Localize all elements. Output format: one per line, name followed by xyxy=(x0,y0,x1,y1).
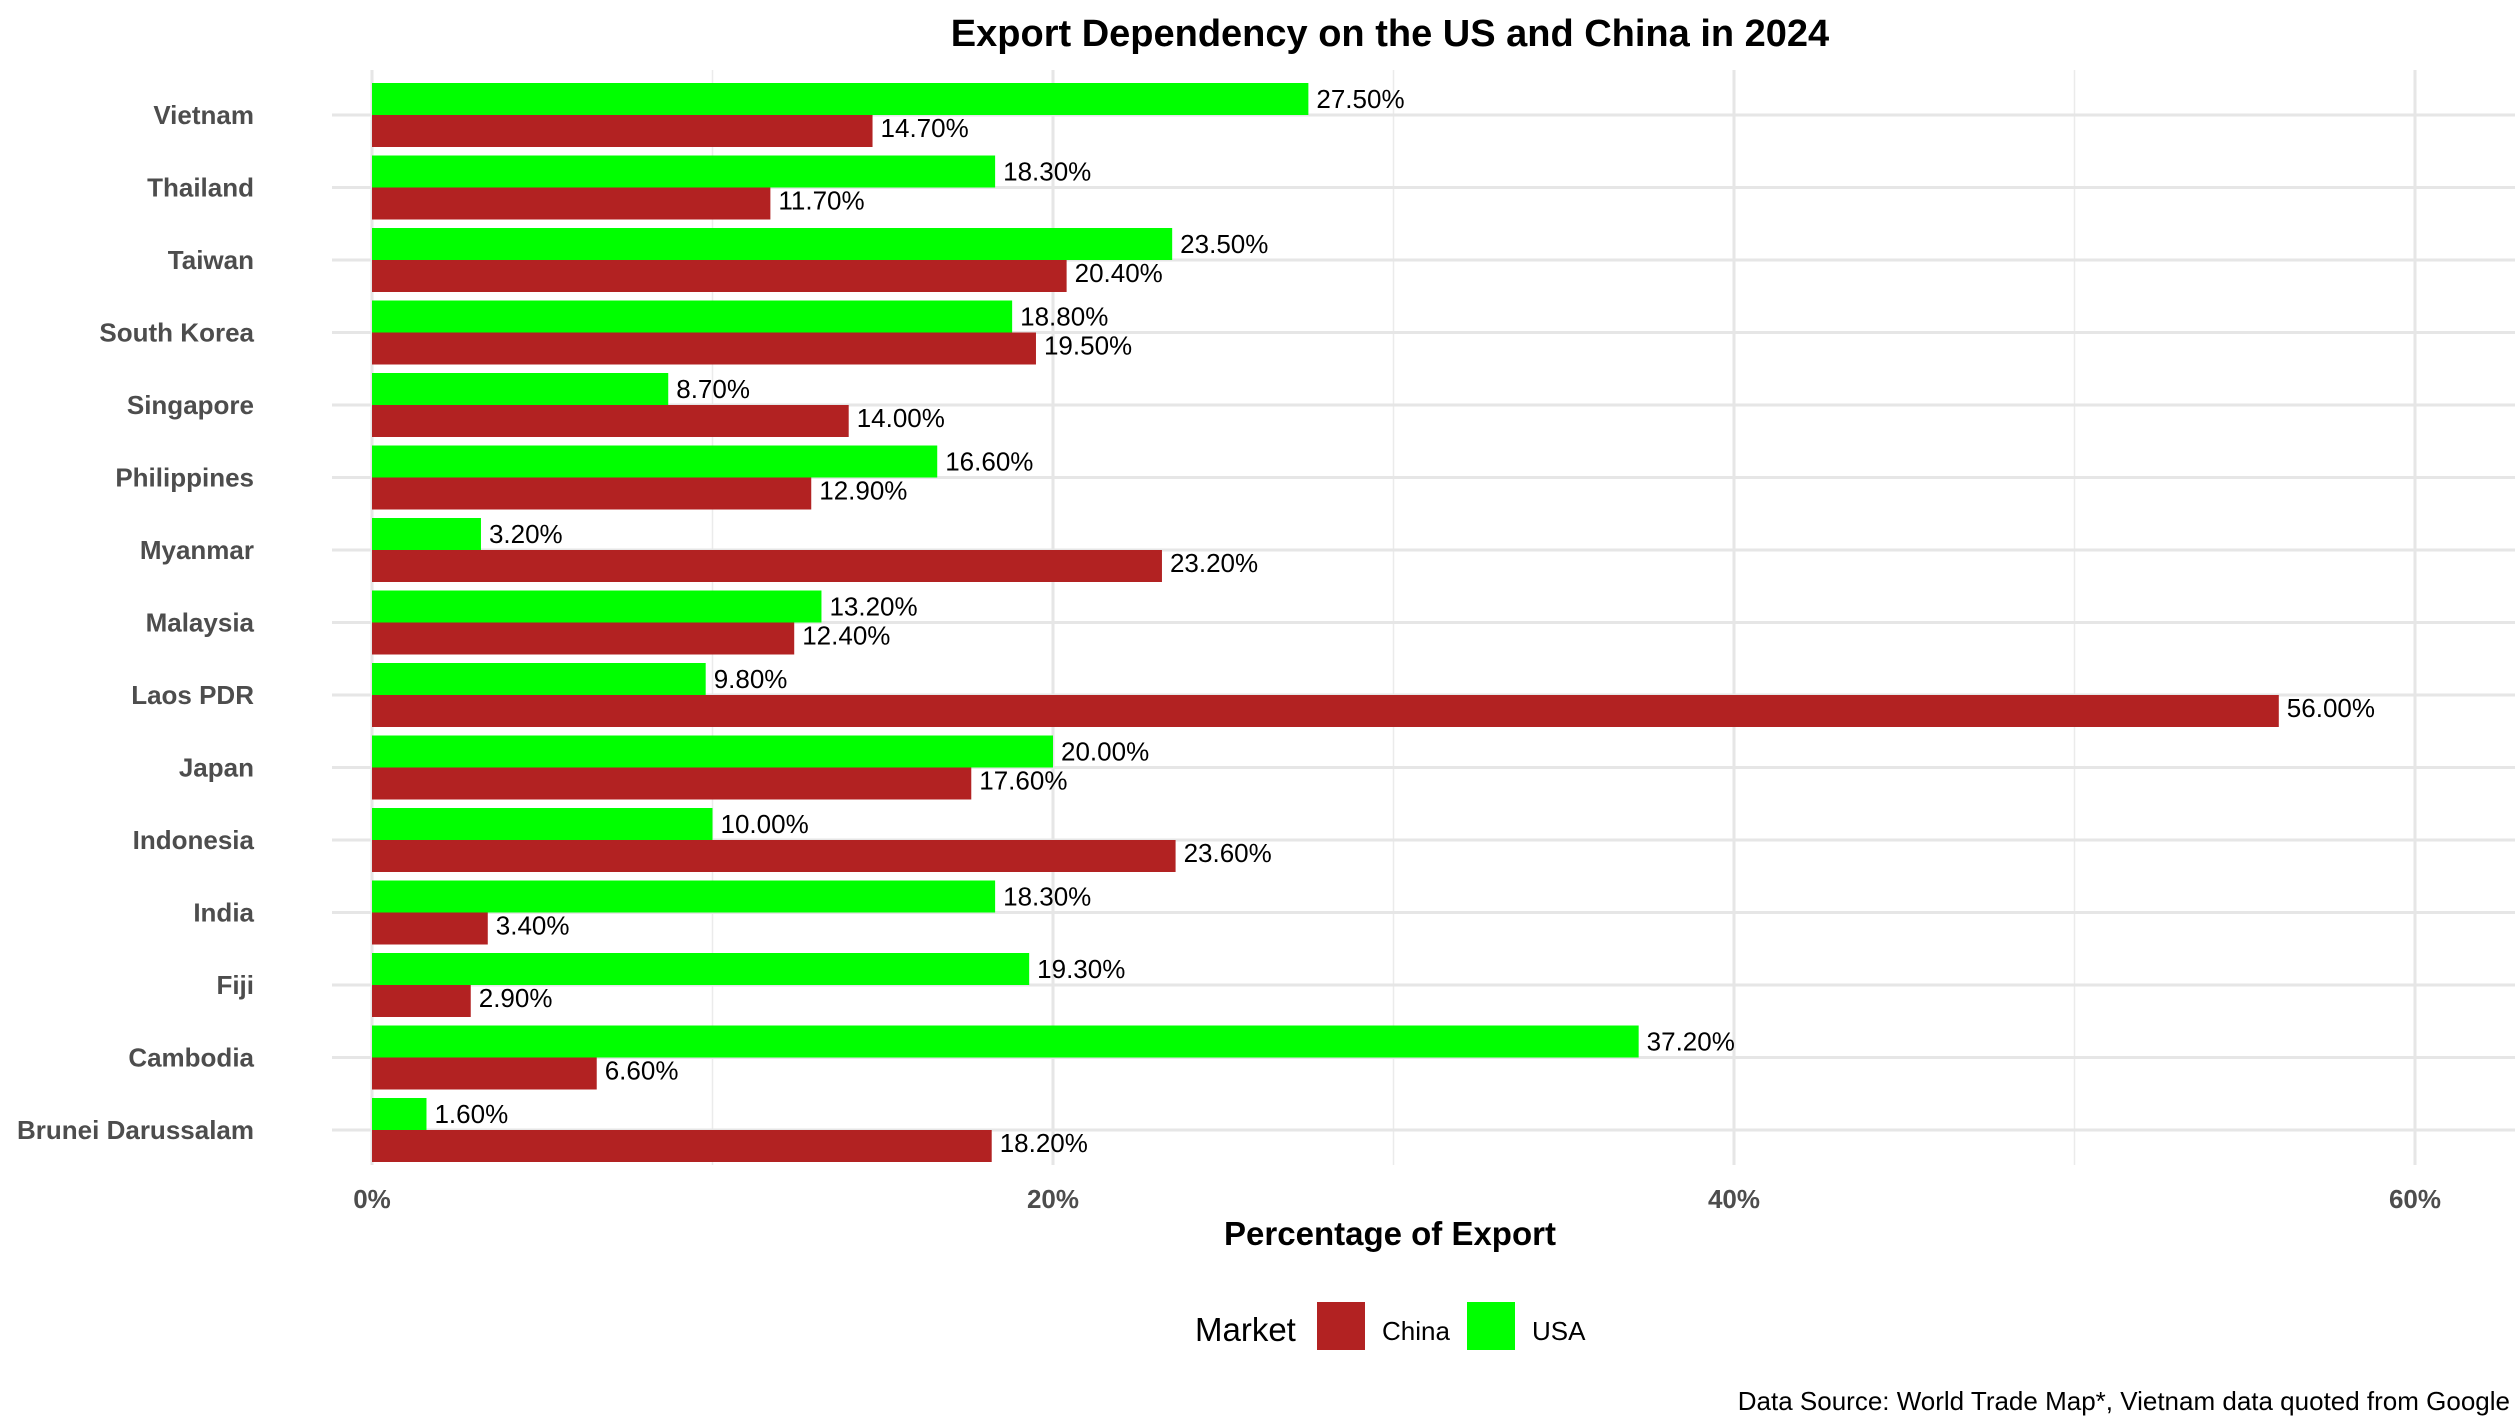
bar-usa xyxy=(372,953,1030,985)
bar-value-label-china: 23.20% xyxy=(1170,548,1258,578)
x-tick-label: 40% xyxy=(1708,1184,1760,1214)
bar-value-label-usa: 13.20% xyxy=(829,592,917,622)
x-tick-label: 0% xyxy=(353,1184,391,1214)
bar-china xyxy=(372,477,812,510)
bar-value-label-china: 2.90% xyxy=(479,983,553,1013)
bar-value-label-china: 14.70% xyxy=(881,113,969,143)
bar-value-label-usa: 18.80% xyxy=(1020,302,1108,332)
bar-china xyxy=(372,985,471,1017)
bar-usa xyxy=(372,880,996,913)
bar-usa xyxy=(372,1025,1639,1058)
bar-value-label-china: 19.50% xyxy=(1044,331,1132,361)
y-category-label: Taiwan xyxy=(168,245,254,275)
y-category-label: Vietnam xyxy=(153,100,254,130)
y-category-label: Philippines xyxy=(115,463,254,493)
legend-key-usa xyxy=(1467,1302,1515,1350)
bar-usa xyxy=(372,518,481,550)
bar-value-label-usa: 3.20% xyxy=(489,519,563,549)
legend: Market China USA xyxy=(1195,1302,1586,1350)
y-category-label: Laos PDR xyxy=(131,680,254,710)
bar-value-label-usa: 9.80% xyxy=(714,664,788,694)
bar-value-label-usa: 1.60% xyxy=(434,1099,508,1129)
bar-usa xyxy=(372,735,1053,768)
legend-label-usa: USA xyxy=(1532,1316,1586,1346)
bar-china xyxy=(372,1057,597,1090)
bar-value-label-usa: 19.30% xyxy=(1037,954,1125,984)
bar-usa xyxy=(372,663,706,695)
y-category-label: Brunei Darussalam xyxy=(17,1115,254,1145)
bar-value-label-china: 20.40% xyxy=(1075,258,1163,288)
bar-china xyxy=(372,550,1162,582)
y-category-label: Myanmar xyxy=(140,535,254,565)
legend-key-china xyxy=(1317,1302,1365,1350)
y-category-label: Fiji xyxy=(216,970,254,1000)
bar-value-label-usa: 10.00% xyxy=(721,809,809,839)
bar-value-label-china: 3.40% xyxy=(496,911,570,941)
bar-usa xyxy=(372,300,1013,333)
bar-china xyxy=(372,260,1067,292)
y-category-label: India xyxy=(193,898,254,928)
bar-value-label-usa: 20.00% xyxy=(1061,737,1149,767)
chart-title: Export Dependency on the US and China in… xyxy=(951,13,1829,55)
bar-china xyxy=(372,187,771,220)
x-tick-label: 60% xyxy=(2389,1184,2441,1214)
bar-usa xyxy=(372,1098,427,1130)
bar-usa xyxy=(372,83,1309,115)
legend-label-china: China xyxy=(1382,1316,1450,1346)
bar-value-label-china: 17.60% xyxy=(979,766,1067,796)
bar-china xyxy=(372,622,795,655)
data-source-caption: Data Source: World Trade Map*, Vietnam d… xyxy=(1738,1386,2510,1416)
y-category-label: Malaysia xyxy=(146,608,255,638)
bars-group xyxy=(372,83,2279,1162)
bar-china xyxy=(372,912,488,945)
bar-usa xyxy=(372,373,669,405)
bar-usa xyxy=(372,808,713,840)
bar-usa xyxy=(372,445,938,478)
bar-china xyxy=(372,767,972,800)
bar-china xyxy=(372,1130,992,1162)
bar-china xyxy=(372,115,873,147)
bar-value-label-usa: 18.30% xyxy=(1003,882,1091,912)
bar-value-label-china: 18.20% xyxy=(1000,1128,1088,1158)
bar-value-label-usa: 18.30% xyxy=(1003,157,1091,187)
x-axis: 0% 20% 40% 60% xyxy=(353,1184,2441,1214)
bar-china xyxy=(372,405,849,437)
y-category-label: Cambodia xyxy=(128,1043,254,1073)
bar-china xyxy=(372,332,1036,365)
legend-title: Market xyxy=(1195,1311,1296,1348)
bar-value-label-china: 14.00% xyxy=(857,403,945,433)
bar-value-label-usa: 8.70% xyxy=(676,374,750,404)
bar-value-label-usa: 27.50% xyxy=(1316,84,1404,114)
bar-value-label-usa: 16.60% xyxy=(945,447,1033,477)
y-axis: Vietnam Thailand Taiwan South Korea Singapor… xyxy=(17,100,255,1145)
y-category-label: Singapore xyxy=(127,390,254,420)
bar-value-label-usa: 23.50% xyxy=(1180,229,1268,259)
bar-usa xyxy=(372,590,822,623)
bar-value-label-usa: 37.20% xyxy=(1647,1027,1735,1057)
bar-value-label-china: 11.70% xyxy=(778,186,864,216)
y-category-label: South Korea xyxy=(99,318,254,348)
y-category-label: Indonesia xyxy=(133,825,255,855)
bar-usa xyxy=(372,155,996,188)
bar-value-label-china: 12.40% xyxy=(802,621,890,651)
y-category-label: Thailand xyxy=(147,173,254,203)
y-category-label: Japan xyxy=(179,753,254,783)
bar-value-label-china: 56.00% xyxy=(2287,693,2375,723)
bar-china xyxy=(372,695,2279,727)
bar-value-label-china: 6.60% xyxy=(605,1056,679,1086)
bar-value-label-china: 12.90% xyxy=(819,476,907,506)
bar-labels-group: 27.50% 14.70% 18.30% 11.70% 23.50% 20.40% 18.8… xyxy=(434,84,2375,1158)
x-axis-title: Percentage of Export xyxy=(1224,1215,1556,1252)
bar-china xyxy=(372,840,1176,872)
bar-value-label-china: 23.60% xyxy=(1184,838,1272,868)
x-tick-label: 20% xyxy=(1027,1184,1079,1214)
bar-usa xyxy=(372,228,1173,260)
